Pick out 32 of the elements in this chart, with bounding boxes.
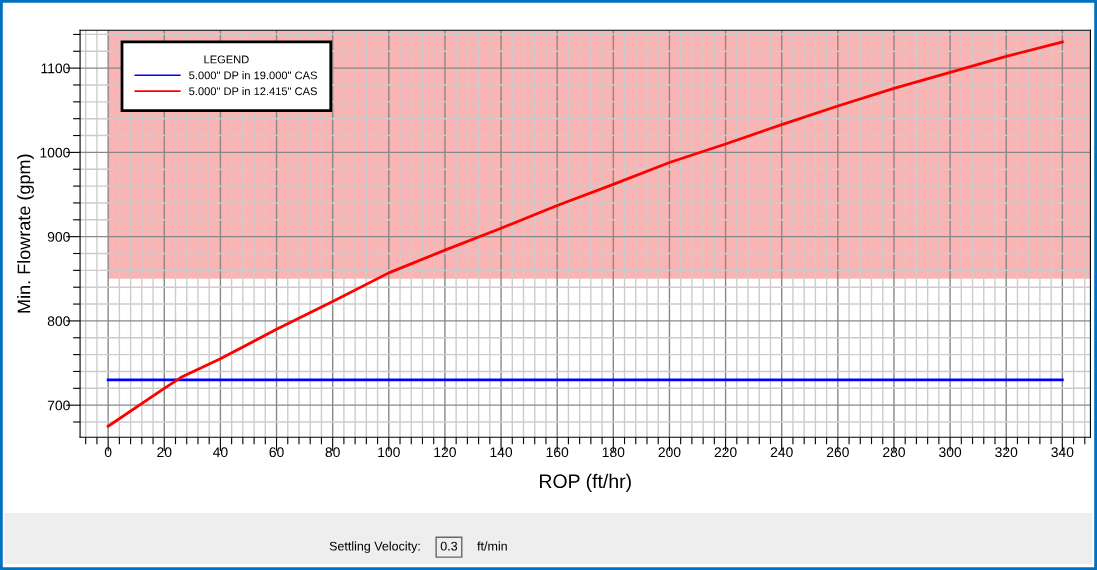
x-tick-label: 120 [434, 447, 456, 458]
legend-title: LEGEND [204, 55, 249, 64]
x-tick-label: 320 [995, 447, 1018, 458]
x-tick-label: 260 [826, 447, 849, 458]
x-tick-label: 160 [546, 447, 569, 458]
x-tick-label: 40 [213, 447, 228, 458]
y-tick-label: 900 [47, 231, 70, 242]
y-tick-label: 800 [47, 316, 70, 327]
x-tick-label: 20 [157, 447, 172, 458]
x-tick-label: 300 [939, 447, 962, 458]
y-tick-label: 1000 [40, 147, 70, 158]
x-tick-label: 140 [490, 447, 513, 458]
x-tick-label: 60 [269, 447, 284, 458]
x-tick-label: 240 [770, 447, 793, 458]
y-tick-label: 1100 [41, 63, 70, 74]
text: Settling Velocity: [329, 541, 420, 554]
y-tick-label: 700 [47, 400, 70, 411]
x-tick-label: 180 [602, 447, 625, 458]
x-tick-label: 200 [658, 447, 681, 458]
x-tick-label: 0 [104, 447, 112, 458]
x-axis-title: ROP (ft/hr) [540, 473, 631, 492]
x-tick-label: 80 [325, 447, 340, 458]
text: ft/min [477, 541, 507, 551]
x-tick-label: 100 [378, 447, 400, 458]
x-tick-label: 220 [714, 447, 737, 458]
x-tick-label: 340 [1051, 447, 1074, 458]
x-tick-label: 280 [883, 447, 906, 458]
legend-label: 5.000" DP in 19.000" CAS [189, 71, 317, 80]
line-series [106, 40, 1064, 428]
text: 0.3 [440, 541, 458, 551]
legend-label: 5.000" DP in 12.415" CAS [189, 87, 317, 96]
y-axis-title: Min. Flowrate (gpm) [17, 154, 34, 313]
